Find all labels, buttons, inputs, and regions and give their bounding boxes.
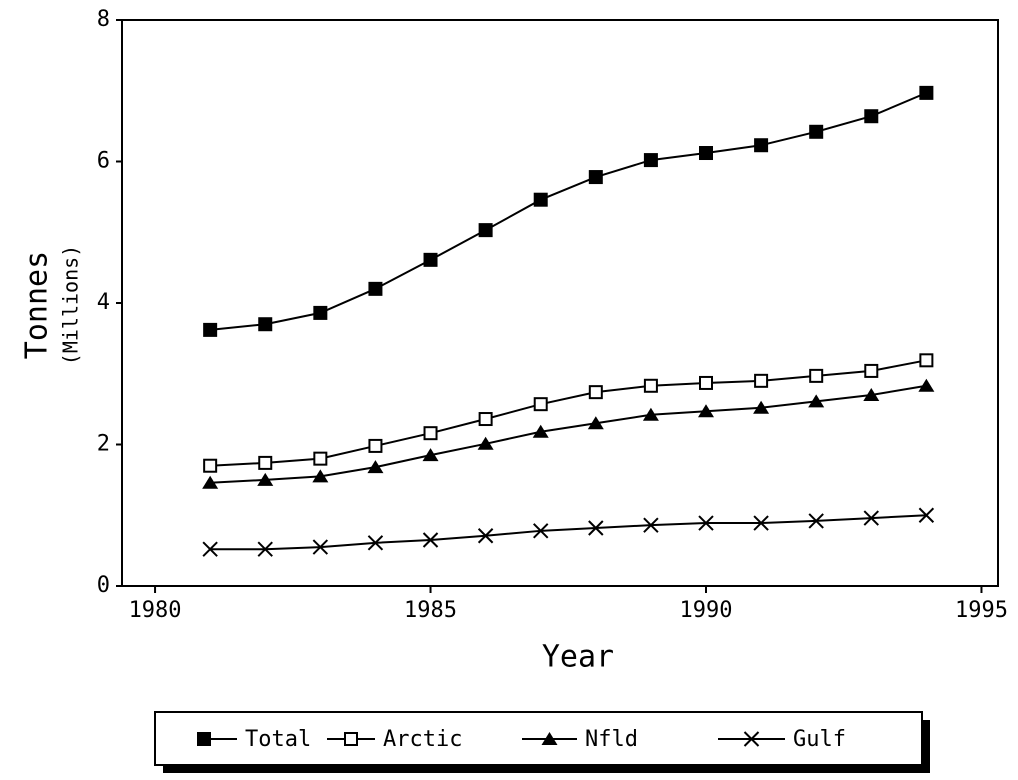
data-point xyxy=(312,539,329,555)
data-point xyxy=(257,541,273,557)
data-point xyxy=(699,146,713,161)
series-line xyxy=(210,384,927,484)
data-point xyxy=(643,517,659,533)
data-point xyxy=(864,363,879,378)
data-point xyxy=(808,513,824,529)
series-line xyxy=(210,514,927,551)
data-point xyxy=(588,170,603,185)
plot-frame xyxy=(121,19,999,587)
legend-label: Total xyxy=(245,727,311,752)
data-point xyxy=(754,138,769,153)
data-point xyxy=(753,515,769,531)
series-line xyxy=(210,91,927,331)
legend-label: Gulf xyxy=(793,727,846,752)
data-point xyxy=(532,424,549,438)
data-point xyxy=(919,85,934,100)
data-point xyxy=(423,426,438,441)
data-point xyxy=(312,469,329,483)
legend-label: Nfld xyxy=(585,727,638,752)
data-point xyxy=(533,192,548,207)
data-point xyxy=(202,541,218,557)
data-point xyxy=(313,305,328,320)
data-point xyxy=(422,532,439,548)
data-point xyxy=(699,375,713,390)
data-point xyxy=(422,448,439,462)
data-point xyxy=(698,404,714,418)
y-tick-label: 4 xyxy=(97,290,110,315)
data-point xyxy=(533,523,549,539)
legend-marker xyxy=(541,732,558,745)
data-point xyxy=(257,472,274,486)
y-tick-label: 6 xyxy=(97,149,110,174)
data-point xyxy=(478,223,493,238)
data-point xyxy=(918,507,935,523)
data-point xyxy=(533,397,548,412)
data-point xyxy=(808,394,825,408)
y-axis-label: Tonnes xyxy=(20,251,55,359)
data-point xyxy=(863,387,880,401)
data-point xyxy=(864,109,879,124)
data-point xyxy=(809,368,824,383)
legend-label: Arctic xyxy=(383,727,462,752)
x-tick-label: 1985 xyxy=(404,598,457,623)
data-point xyxy=(919,353,934,368)
data-point xyxy=(477,436,494,450)
data-point xyxy=(313,451,328,466)
data-point xyxy=(918,378,935,392)
data-point xyxy=(643,378,658,393)
data-point xyxy=(698,515,714,531)
data-point xyxy=(643,153,658,168)
legend-marker xyxy=(344,732,358,746)
x-tick-label: 1995 xyxy=(955,598,1008,623)
data-point xyxy=(423,252,438,267)
data-point xyxy=(367,460,384,474)
series-line xyxy=(210,359,927,467)
data-point xyxy=(203,322,218,337)
data-point xyxy=(367,535,384,551)
data-point xyxy=(754,373,769,388)
y-tick-label: 0 xyxy=(97,573,110,598)
data-point xyxy=(587,416,604,430)
data-point xyxy=(368,438,383,453)
y-tick-label: 2 xyxy=(97,432,110,457)
y-tick-label: 8 xyxy=(97,7,110,32)
x-axis-label: Year xyxy=(542,640,614,675)
data-point xyxy=(809,124,824,139)
data-point xyxy=(368,281,383,296)
x-tick-label: 1990 xyxy=(680,598,733,623)
data-point xyxy=(477,528,494,544)
data-point xyxy=(203,458,218,473)
data-point xyxy=(642,407,659,421)
legend-marker xyxy=(743,731,760,747)
x-tick-label: 1980 xyxy=(129,598,182,623)
legend-marker xyxy=(197,732,211,746)
data-point xyxy=(588,385,603,400)
data-point xyxy=(753,400,770,414)
data-point xyxy=(588,520,604,536)
data-point xyxy=(258,317,273,332)
data-point xyxy=(258,455,273,470)
y-axis-sublabel: (Millions) xyxy=(59,245,83,365)
data-point xyxy=(478,412,493,427)
data-point xyxy=(202,475,219,489)
data-point xyxy=(863,510,879,526)
